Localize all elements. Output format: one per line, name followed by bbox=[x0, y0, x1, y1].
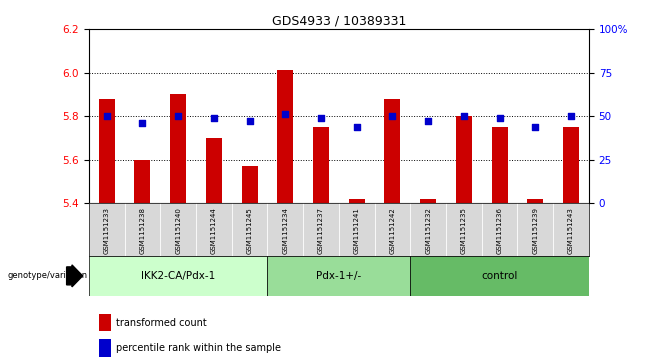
Point bbox=[423, 118, 434, 123]
Text: percentile rank within the sample: percentile rank within the sample bbox=[116, 343, 282, 353]
Text: GSM1151232: GSM1151232 bbox=[425, 208, 431, 254]
Bar bbox=[313, 127, 329, 203]
Bar bbox=[206, 138, 222, 203]
Text: GSM1151233: GSM1151233 bbox=[104, 208, 110, 254]
Text: GSM1151234: GSM1151234 bbox=[282, 208, 288, 254]
Text: control: control bbox=[482, 271, 518, 281]
Text: GSM1151245: GSM1151245 bbox=[247, 208, 253, 254]
Bar bbox=[89, 256, 267, 296]
Text: genotype/variation: genotype/variation bbox=[7, 272, 88, 280]
Text: GSM1151244: GSM1151244 bbox=[211, 208, 217, 254]
Bar bbox=[134, 160, 151, 203]
Bar bbox=[99, 339, 111, 357]
Point bbox=[530, 124, 541, 130]
Text: GSM1151243: GSM1151243 bbox=[568, 208, 574, 254]
Text: Pdx-1+/-: Pdx-1+/- bbox=[316, 271, 361, 281]
Point bbox=[244, 118, 255, 123]
Text: GSM1151235: GSM1151235 bbox=[461, 208, 467, 254]
Bar bbox=[492, 127, 507, 203]
Bar bbox=[99, 314, 111, 331]
Bar bbox=[267, 256, 411, 296]
Point bbox=[101, 113, 112, 119]
Point bbox=[137, 120, 147, 126]
Text: GSM1151236: GSM1151236 bbox=[497, 208, 503, 254]
Text: GSM1151237: GSM1151237 bbox=[318, 208, 324, 254]
Bar bbox=[170, 94, 186, 203]
Bar bbox=[99, 99, 114, 203]
Bar bbox=[277, 70, 293, 203]
Text: GSM1151242: GSM1151242 bbox=[390, 208, 395, 254]
Bar bbox=[384, 99, 401, 203]
Bar bbox=[349, 199, 365, 203]
Point bbox=[387, 113, 397, 119]
Point bbox=[351, 124, 362, 130]
Bar bbox=[527, 199, 544, 203]
Point bbox=[566, 113, 576, 119]
Text: GSM1151239: GSM1151239 bbox=[532, 208, 538, 254]
Text: GSM1151241: GSM1151241 bbox=[354, 208, 360, 254]
Point bbox=[459, 113, 469, 119]
Text: IKK2-CA/Pdx-1: IKK2-CA/Pdx-1 bbox=[141, 271, 215, 281]
Text: GSM1151240: GSM1151240 bbox=[175, 208, 181, 254]
Point bbox=[173, 113, 184, 119]
Bar bbox=[241, 166, 257, 203]
Text: transformed count: transformed count bbox=[116, 318, 207, 328]
Point bbox=[280, 111, 291, 117]
Point bbox=[316, 115, 326, 121]
FancyArrow shape bbox=[66, 265, 83, 287]
Point bbox=[209, 115, 219, 121]
Bar bbox=[456, 116, 472, 203]
Bar bbox=[563, 127, 579, 203]
Point bbox=[494, 115, 505, 121]
Bar bbox=[411, 256, 589, 296]
Bar bbox=[420, 199, 436, 203]
Text: GSM1151238: GSM1151238 bbox=[139, 208, 145, 254]
Title: GDS4933 / 10389331: GDS4933 / 10389331 bbox=[272, 15, 406, 28]
